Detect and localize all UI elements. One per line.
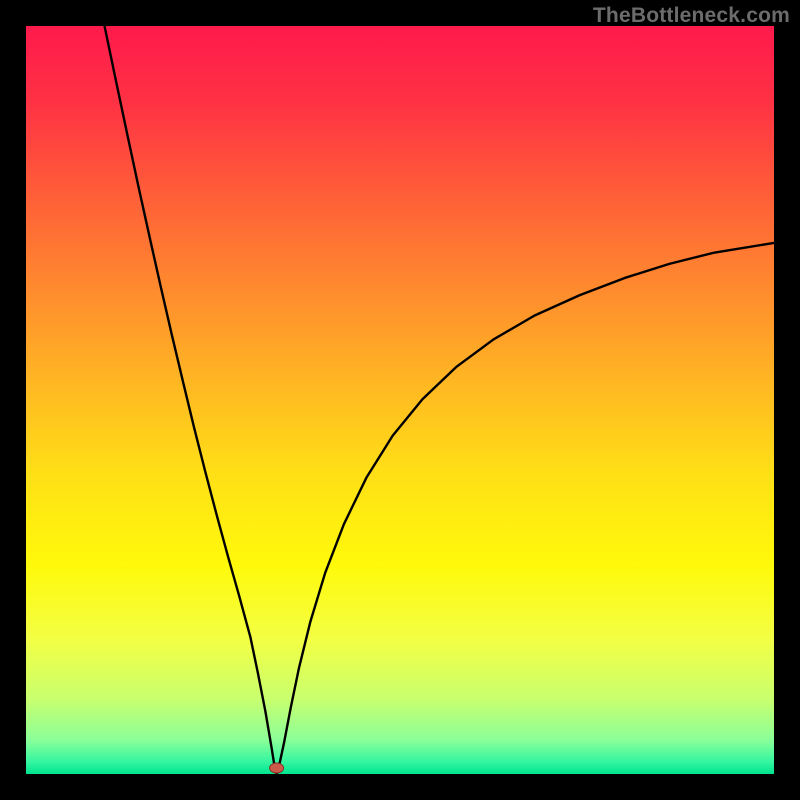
gradient-background: [26, 26, 774, 774]
watermark-text: TheBottleneck.com: [593, 4, 790, 28]
chart-frame: TheBottleneck.com: [0, 0, 800, 800]
optimal-point-marker: [270, 763, 284, 773]
bottleneck-chart: [26, 26, 774, 774]
